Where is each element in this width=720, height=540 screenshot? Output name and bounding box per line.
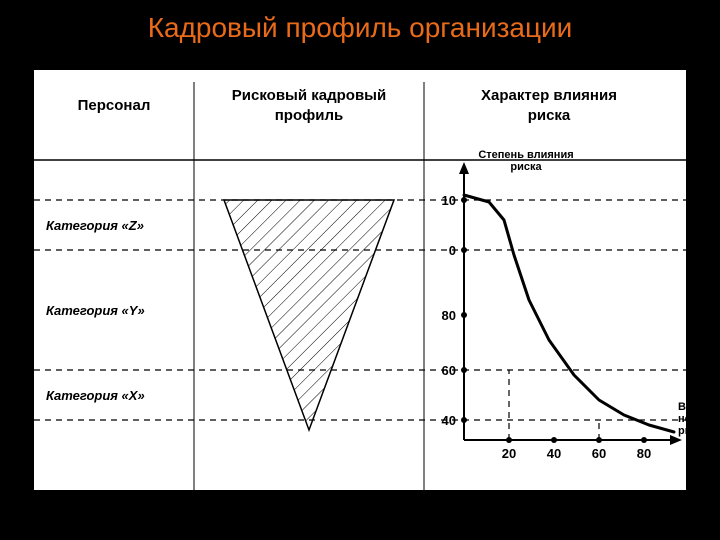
- svg-text:10: 10: [442, 193, 456, 208]
- svg-text:60: 60: [592, 446, 606, 461]
- svg-text:80: 80: [442, 308, 456, 323]
- svg-text:Вероят-: Вероят-: [678, 401, 686, 413]
- svg-text:0: 0: [449, 243, 456, 258]
- svg-text:ность: ность: [678, 413, 686, 425]
- svg-text:Степень влияния: Степень влияния: [478, 149, 573, 161]
- svg-text:Категория «Z»: Категория «Z»: [46, 218, 144, 233]
- svg-text:Категория «X»: Категория «X»: [46, 388, 145, 403]
- svg-text:80: 80: [637, 446, 651, 461]
- svg-text:риска: риска: [678, 425, 686, 437]
- svg-text:Рисковый кадровый: Рисковый кадровый: [232, 87, 386, 104]
- svg-text:риска: риска: [528, 107, 571, 124]
- svg-text:профиль: профиль: [275, 107, 343, 124]
- slide-title: Кадровый профиль организации: [0, 0, 720, 44]
- diagram-panel: Персонал Рисковый кадровый профиль Характер…: [34, 70, 686, 490]
- svg-text:60: 60: [442, 363, 456, 378]
- svg-text:40: 40: [547, 446, 561, 461]
- svg-text:Категория «Y»: Категория «Y»: [46, 303, 145, 318]
- svg-text:Персонал: Персонал: [78, 97, 151, 114]
- svg-text:риска: риска: [510, 161, 542, 173]
- svg-text:Характер влияния: Характер влияния: [481, 87, 617, 104]
- svg-text:40: 40: [442, 413, 456, 428]
- svg-text:20: 20: [502, 446, 516, 461]
- diagram-svg: Персонал Рисковый кадровый профиль Характер…: [34, 70, 686, 490]
